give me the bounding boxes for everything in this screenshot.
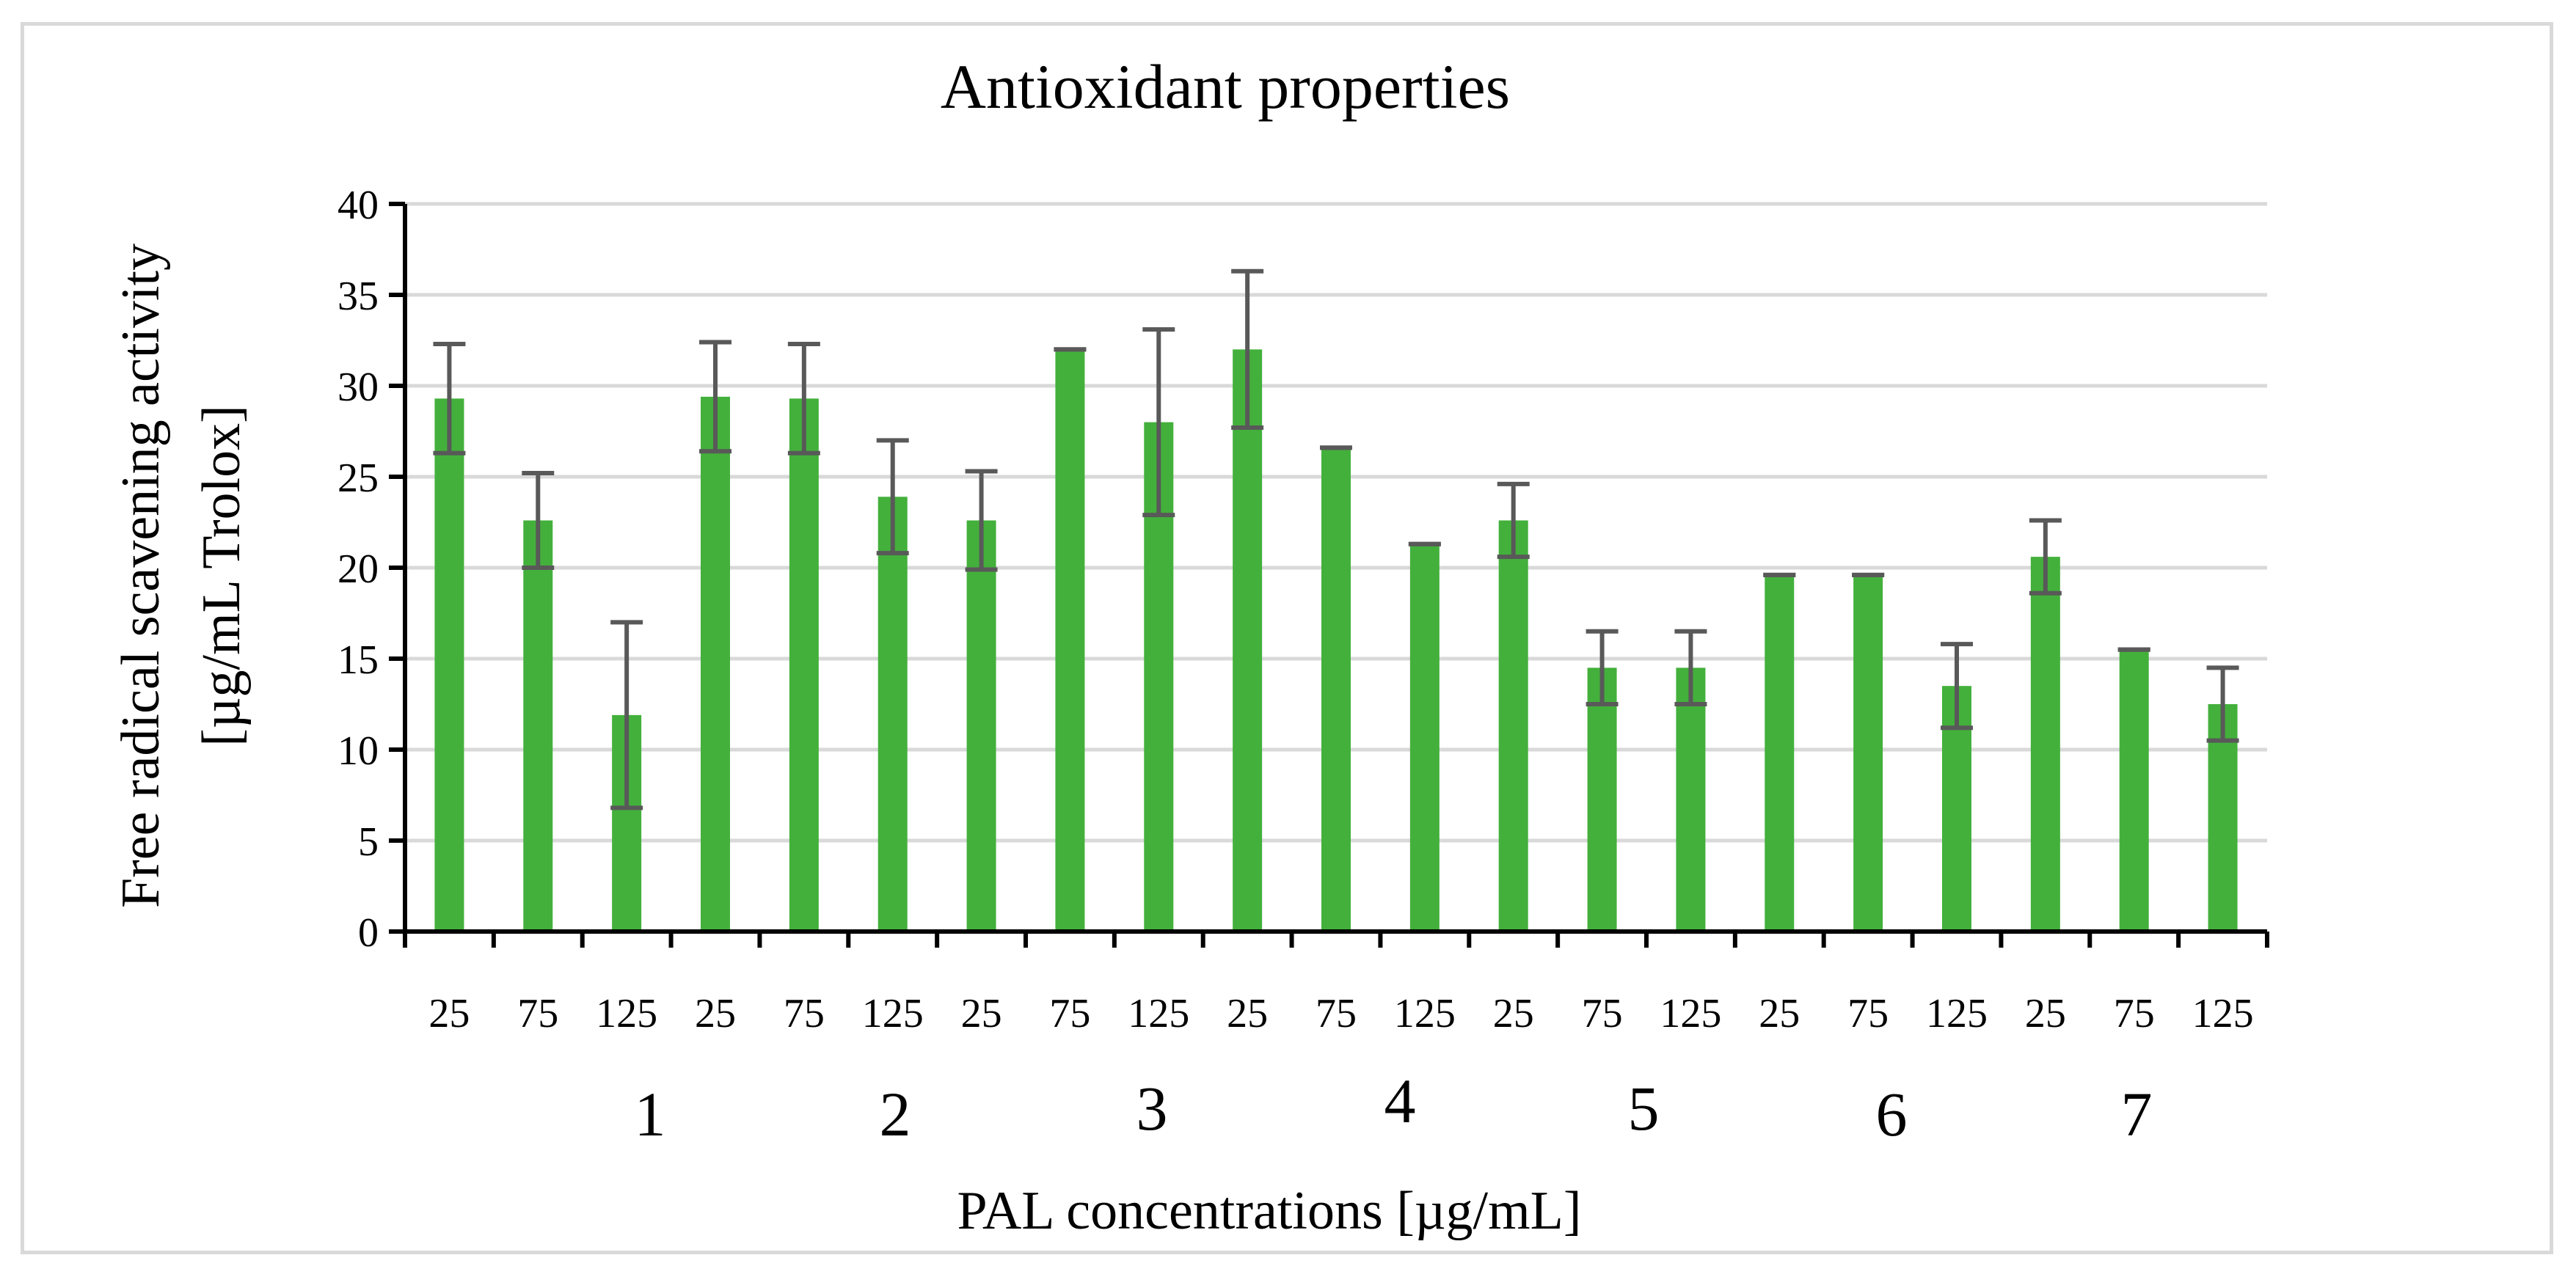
bar-20 xyxy=(2119,649,2149,932)
y-axis-label-line1: Free radical scavening activity xyxy=(111,244,171,908)
y-tick-label-40: 40 xyxy=(337,183,379,228)
y-tick-label-5: 5 xyxy=(358,819,379,865)
bar-7 xyxy=(966,520,996,932)
x-tick-label-15: 125 xyxy=(1660,991,1721,1036)
x-tick-label-18: 125 xyxy=(1926,991,1988,1036)
bar-11 xyxy=(1321,447,1351,932)
bar-15 xyxy=(1676,667,1706,932)
x-tick-label-13: 25 xyxy=(1493,991,1534,1036)
x-tick-label-11: 75 xyxy=(1316,991,1357,1036)
x-tick-label-1: 25 xyxy=(428,991,470,1036)
x-tick-label-17: 75 xyxy=(1847,991,1889,1036)
group-labels: 1 2 3 4 5 6 7 xyxy=(635,1066,2153,1149)
x-tick-label-12: 125 xyxy=(1394,991,1456,1036)
x-tick-label-21: 125 xyxy=(2192,991,2254,1036)
group-label-4: 4 xyxy=(1384,1066,1416,1136)
bar-1 xyxy=(434,398,464,932)
chart-title: Antioxidant properties xyxy=(941,51,1510,122)
y-tick-label-10: 10 xyxy=(337,728,379,774)
x-tick-label-3: 125 xyxy=(596,991,657,1036)
group-label-6: 6 xyxy=(1876,1079,1908,1149)
bar-10 xyxy=(1233,349,1263,932)
bars xyxy=(434,349,2238,932)
group-label-7: 7 xyxy=(2121,1079,2153,1149)
x-tick-label-8: 75 xyxy=(1049,991,1090,1036)
bar-12 xyxy=(1409,544,1440,932)
x-tick-labels: 25 75 125 25 75 125 25 75 125 25 75 125 25 75 125 25 75 1… xyxy=(428,991,2253,1036)
bar-5 xyxy=(789,398,819,932)
y-tick-label-20: 20 xyxy=(337,546,379,592)
x-tick-label-9: 125 xyxy=(1128,991,1189,1036)
y-tick-labels: 0 5 10 15 20 25 30 35 40 xyxy=(337,183,405,956)
error-bars xyxy=(433,268,2239,811)
y-tick-label-25: 25 xyxy=(337,455,379,501)
x-tick-label-10: 25 xyxy=(1227,991,1268,1036)
bar-4 xyxy=(701,396,730,932)
y-tick-label-30: 30 xyxy=(337,365,379,410)
x-tick-label-19: 25 xyxy=(2025,991,2066,1036)
bar-17 xyxy=(1853,574,1883,932)
y-tick-label-35: 35 xyxy=(337,274,379,319)
y-axis-label-line2: [µg/mL Trolox] xyxy=(191,405,252,746)
group-label-3: 3 xyxy=(1136,1073,1168,1144)
bar-8 xyxy=(1055,349,1085,932)
x-axis-label: PAL concentrations [µg/mL] xyxy=(957,1181,1582,1241)
y-tick-label-0: 0 xyxy=(358,910,379,956)
x-tick-label-6: 125 xyxy=(862,991,924,1036)
x-tick-label-14: 75 xyxy=(1582,991,1623,1036)
group-label-2: 2 xyxy=(880,1079,911,1149)
x-tick-label-2: 75 xyxy=(517,991,558,1036)
group-label-5: 5 xyxy=(1628,1073,1660,1144)
x-tick-label-16: 25 xyxy=(1759,991,1800,1036)
x-tick-label-4: 25 xyxy=(695,991,736,1036)
y-tick-label-15: 15 xyxy=(337,637,379,683)
bar-14 xyxy=(1587,667,1617,932)
x-tick-label-7: 25 xyxy=(961,991,1002,1036)
x-tick-label-20: 75 xyxy=(2114,991,2155,1036)
x-tick-label-5: 75 xyxy=(784,991,825,1036)
bar-19 xyxy=(2030,557,2060,932)
group-label-1: 1 xyxy=(635,1079,666,1149)
bar-13 xyxy=(1498,520,1528,932)
bar-2 xyxy=(523,520,553,932)
bar-16 xyxy=(1765,574,1795,932)
bar-6 xyxy=(877,497,908,932)
